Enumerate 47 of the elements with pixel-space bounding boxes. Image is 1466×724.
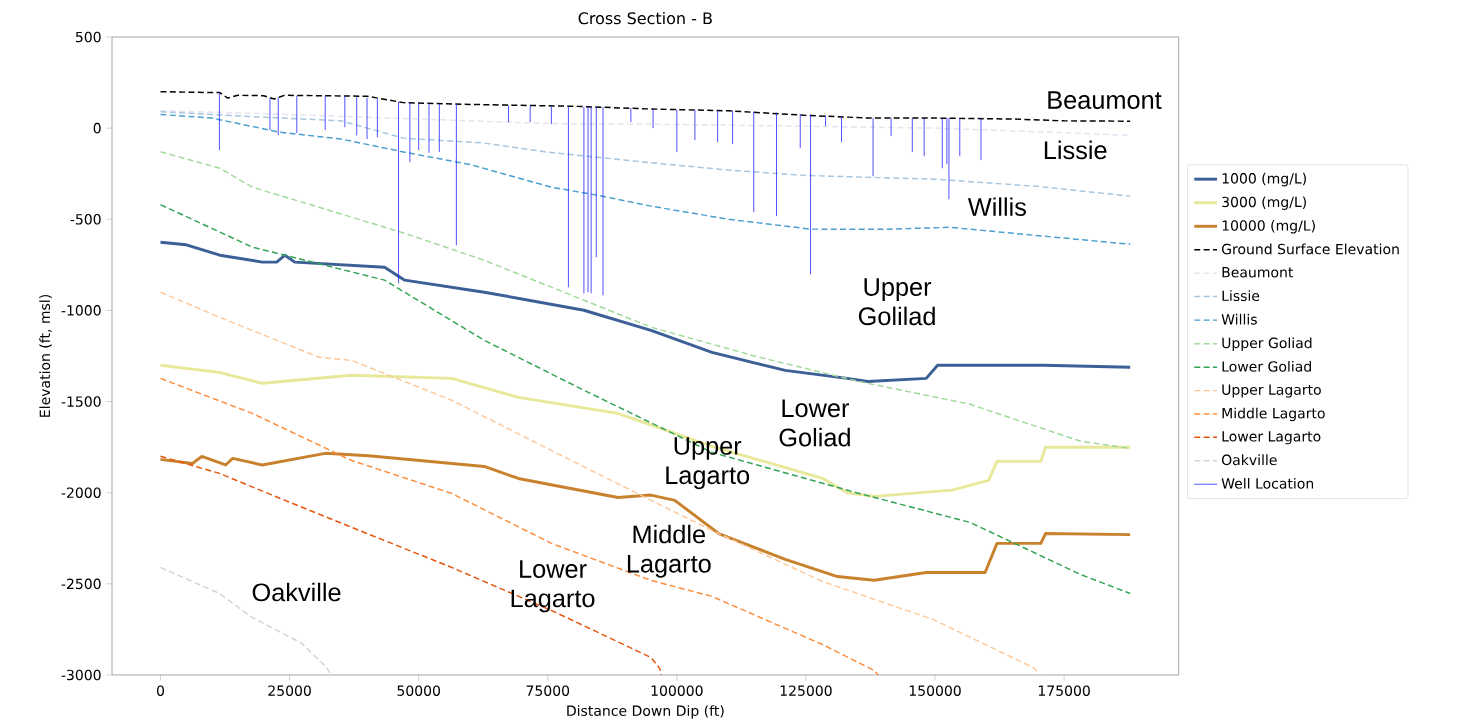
annotation: Lower Lagarto	[511, 560, 595, 613]
y-tick-label: -2000	[61, 487, 101, 498]
chart-title: Cross Section - B	[578, 11, 712, 25]
annotation: Lower Goliad	[779, 399, 850, 447]
legend-label: Well Location	[1221, 477, 1314, 489]
legend-label: Upper Goliad	[1222, 337, 1312, 351]
legend-label: 3000 (mg/L)	[1222, 196, 1306, 210]
y-tick-label: -1000	[61, 305, 101, 316]
line-series	[159, 110, 1131, 197]
x-axis-title: Distance Down Dip (ft)	[567, 705, 724, 719]
annotation: Willis	[967, 197, 1026, 217]
annotation: Middle Lagarto	[627, 524, 711, 578]
x-tick-label: 25000	[268, 685, 311, 696]
annotation: Upper Lagarto	[666, 437, 750, 490]
legend-label: Ground Surface Elevation	[1221, 243, 1399, 255]
x-tick-label: 75000	[526, 685, 570, 696]
legend-label: 10000 (mg/L)	[1222, 219, 1315, 234]
legend-label: Lower Goliad	[1222, 360, 1311, 372]
y-tick-label: -500	[70, 213, 101, 225]
annotation: Beaumont	[1048, 91, 1162, 109]
legend-label: Lissie	[1222, 290, 1260, 302]
y-tick-label: -3000	[61, 669, 101, 681]
annotation: Upper Golilad	[858, 278, 935, 326]
legend-label: 1000 (mg/L)	[1222, 172, 1306, 187]
annotation: Lissie	[1044, 140, 1107, 160]
legend-label: Beaumont	[1222, 267, 1294, 278]
legend-label: Lower Lagarto	[1222, 431, 1321, 445]
y-tick-label: 0	[93, 122, 101, 134]
legend-label: Oakville	[1221, 454, 1277, 466]
legend-label: Middle Lagarto	[1222, 407, 1325, 422]
line-series	[159, 240, 1132, 383]
x-tick-label: 100000	[651, 685, 703, 696]
x-tick-label: 175000	[1038, 685, 1090, 696]
y-tick-label: -1500	[61, 396, 101, 407]
y-axis-title: Elevation (ft, msl)	[39, 295, 52, 417]
legend-label: Willis	[1221, 313, 1257, 325]
line-series	[159, 363, 1132, 498]
x-tick-label: 150000	[909, 685, 961, 696]
y-tick-label: -2500	[61, 578, 101, 590]
legend-label: Upper Lagarto	[1222, 384, 1321, 398]
y-tick-label: 500	[75, 31, 101, 43]
line-series	[159, 113, 1131, 245]
x-tick-label: 0	[156, 685, 165, 696]
x-tick-label: 50000	[397, 685, 440, 696]
annotation: Oakville	[252, 582, 341, 602]
line-series	[159, 377, 879, 675]
x-tick-label: 125000	[780, 685, 832, 696]
